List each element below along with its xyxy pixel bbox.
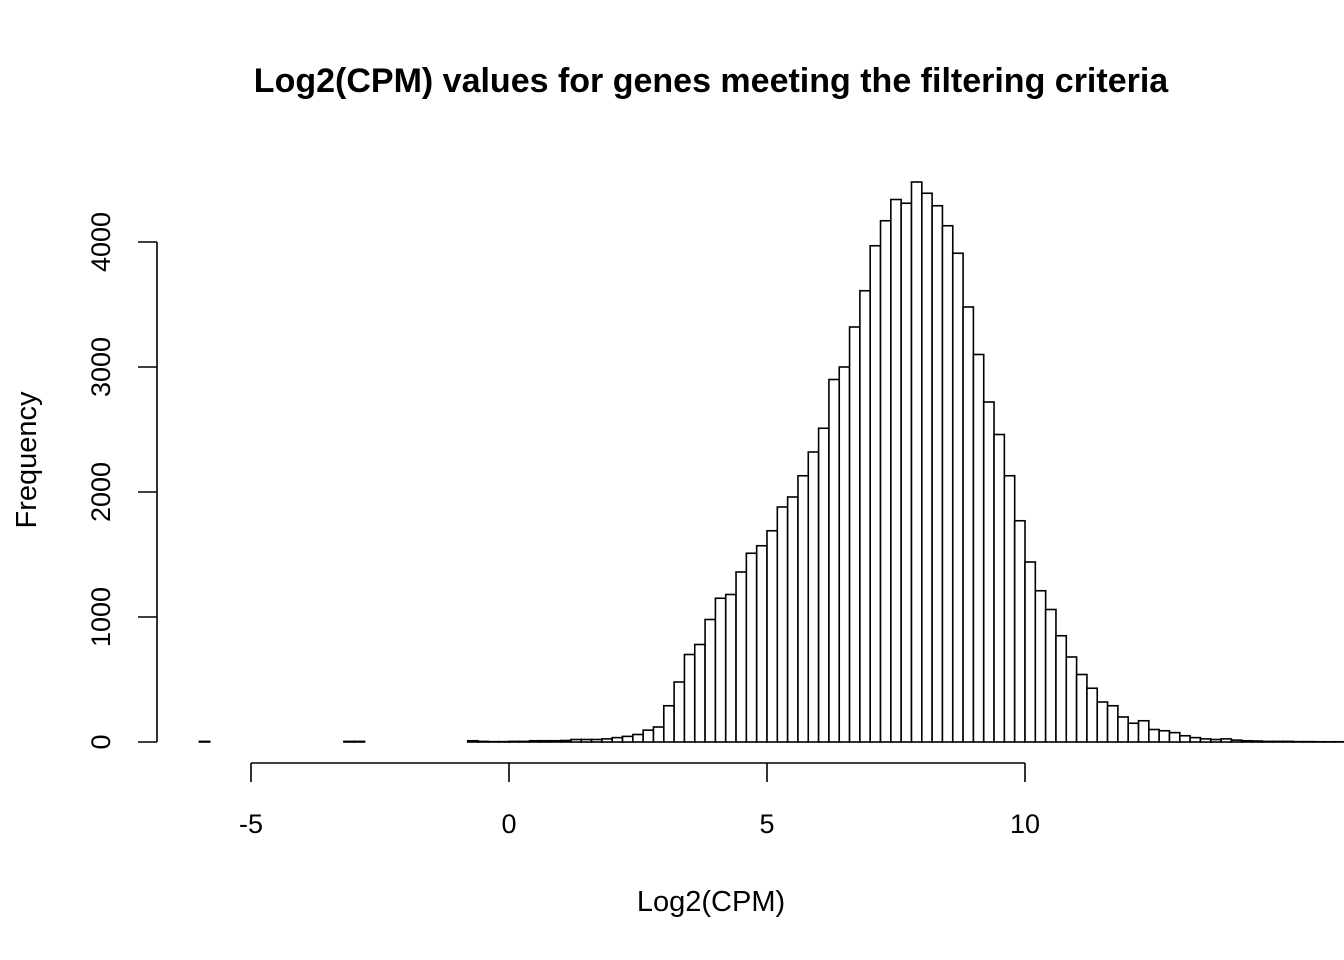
histogram-bar [951, 252, 964, 743]
histogram-bar [621, 735, 634, 743]
histogram-bar [1024, 561, 1037, 743]
histogram-bar [869, 244, 882, 743]
histogram-bar [807, 451, 820, 743]
histogram-bar [735, 571, 748, 743]
histogram-bar [920, 192, 933, 743]
histogram-bar [518, 740, 531, 743]
y-tick-label: 2000 [86, 462, 116, 522]
histogram-bar [1055, 634, 1068, 743]
histogram-bar [838, 366, 851, 743]
histogram-bar [1075, 673, 1088, 743]
histogram-bar [745, 552, 758, 743]
chart-title: Log2(CPM) values for genes meeting the f… [254, 62, 1169, 100]
histogram-bar [1179, 734, 1191, 743]
histogram-bar [1096, 701, 1109, 743]
histogram-bar [662, 704, 675, 743]
histogram-bar [1127, 722, 1140, 743]
histogram-bar [941, 224, 954, 743]
y-axis-label: Frequency [11, 391, 43, 529]
histogram-bar [1209, 738, 1222, 743]
histogram-bar [570, 738, 583, 743]
histogram-bar [1168, 731, 1181, 743]
histogram-bar [786, 496, 799, 743]
histogram-bar [508, 740, 521, 743]
histogram-bar [755, 544, 768, 743]
histogram-bar [1003, 474, 1016, 743]
histogram-bar [1106, 704, 1119, 743]
histogram-bar [828, 378, 841, 743]
histogram-bar [1044, 608, 1057, 743]
histogram-bar [477, 740, 490, 743]
x-tick-label: 5 [759, 809, 774, 839]
x-tick-label: 10 [1010, 809, 1040, 839]
histogram-bar [652, 726, 665, 743]
histogram-bar [859, 289, 872, 743]
x-axis-label: Log2(CPM) [637, 886, 785, 918]
histogram-bar [890, 198, 902, 743]
histogram-bar [466, 739, 479, 743]
histogram-bar [910, 181, 923, 743]
histogram-bar [1240, 739, 1253, 743]
histogram-bar [817, 427, 830, 743]
y-tick-label: 1000 [86, 587, 116, 647]
histogram-bar [1261, 740, 1274, 743]
histogram-bar [962, 306, 975, 743]
histogram-bar [528, 739, 541, 743]
histogram-bar [848, 326, 861, 743]
histogram-bar [704, 618, 717, 743]
histogram-bar [1137, 719, 1150, 743]
histogram-bar [343, 740, 356, 743]
x-axis: -5 0 5 10 [239, 762, 1040, 839]
y-axis: 0 1000 2000 3000 4000 [86, 212, 158, 750]
histogram-bar [1220, 738, 1233, 743]
histogram-bar [353, 740, 366, 743]
histogram-bar [1282, 740, 1295, 743]
histogram-bar [559, 739, 572, 743]
histogram-bar [879, 219, 892, 743]
histogram-bar [1158, 729, 1171, 743]
histogram-bar [1189, 736, 1202, 743]
histogram-bar [1230, 739, 1243, 743]
histogram-bar [1086, 687, 1099, 743]
histogram-bar [549, 739, 562, 743]
histogram-bar [1251, 740, 1264, 743]
y-tick-label: 4000 [86, 212, 116, 272]
histogram-bar [972, 353, 985, 743]
histogram-bar [797, 474, 810, 743]
histogram-bar [714, 597, 727, 743]
histogram-bar [611, 736, 624, 743]
histogram-bar [993, 433, 1006, 743]
bars-group [198, 181, 1344, 743]
histogram-bar [198, 740, 211, 743]
histogram-bar [1034, 589, 1047, 743]
histogram-bar [673, 681, 686, 743]
histogram-bar [1148, 728, 1160, 743]
histogram-bar [539, 739, 552, 743]
histogram-bar [1271, 740, 1284, 743]
histogram-bar [931, 204, 944, 743]
histogram-bar [580, 738, 593, 743]
histogram-bar [766, 529, 779, 743]
histogram-bar [642, 729, 655, 743]
histogram-bar [632, 733, 644, 743]
histogram-bar [776, 506, 789, 743]
x-tick-label: 0 [501, 809, 516, 839]
y-tick-label: 0 [86, 734, 116, 749]
y-tick-label: 3000 [86, 337, 116, 397]
histogram-bar [1013, 519, 1026, 743]
histogram-bar [1065, 656, 1078, 743]
histogram-bar [900, 202, 913, 743]
histogram-bar [601, 738, 614, 743]
histogram-bar [693, 643, 706, 743]
histogram-bar [683, 653, 696, 743]
histogram-bar [982, 401, 995, 743]
histogram-bar [1199, 738, 1212, 743]
histogram-bar [724, 593, 737, 743]
histogram-bar [590, 738, 603, 743]
x-tick-label: -5 [239, 809, 263, 839]
histogram-bar [1117, 716, 1130, 743]
